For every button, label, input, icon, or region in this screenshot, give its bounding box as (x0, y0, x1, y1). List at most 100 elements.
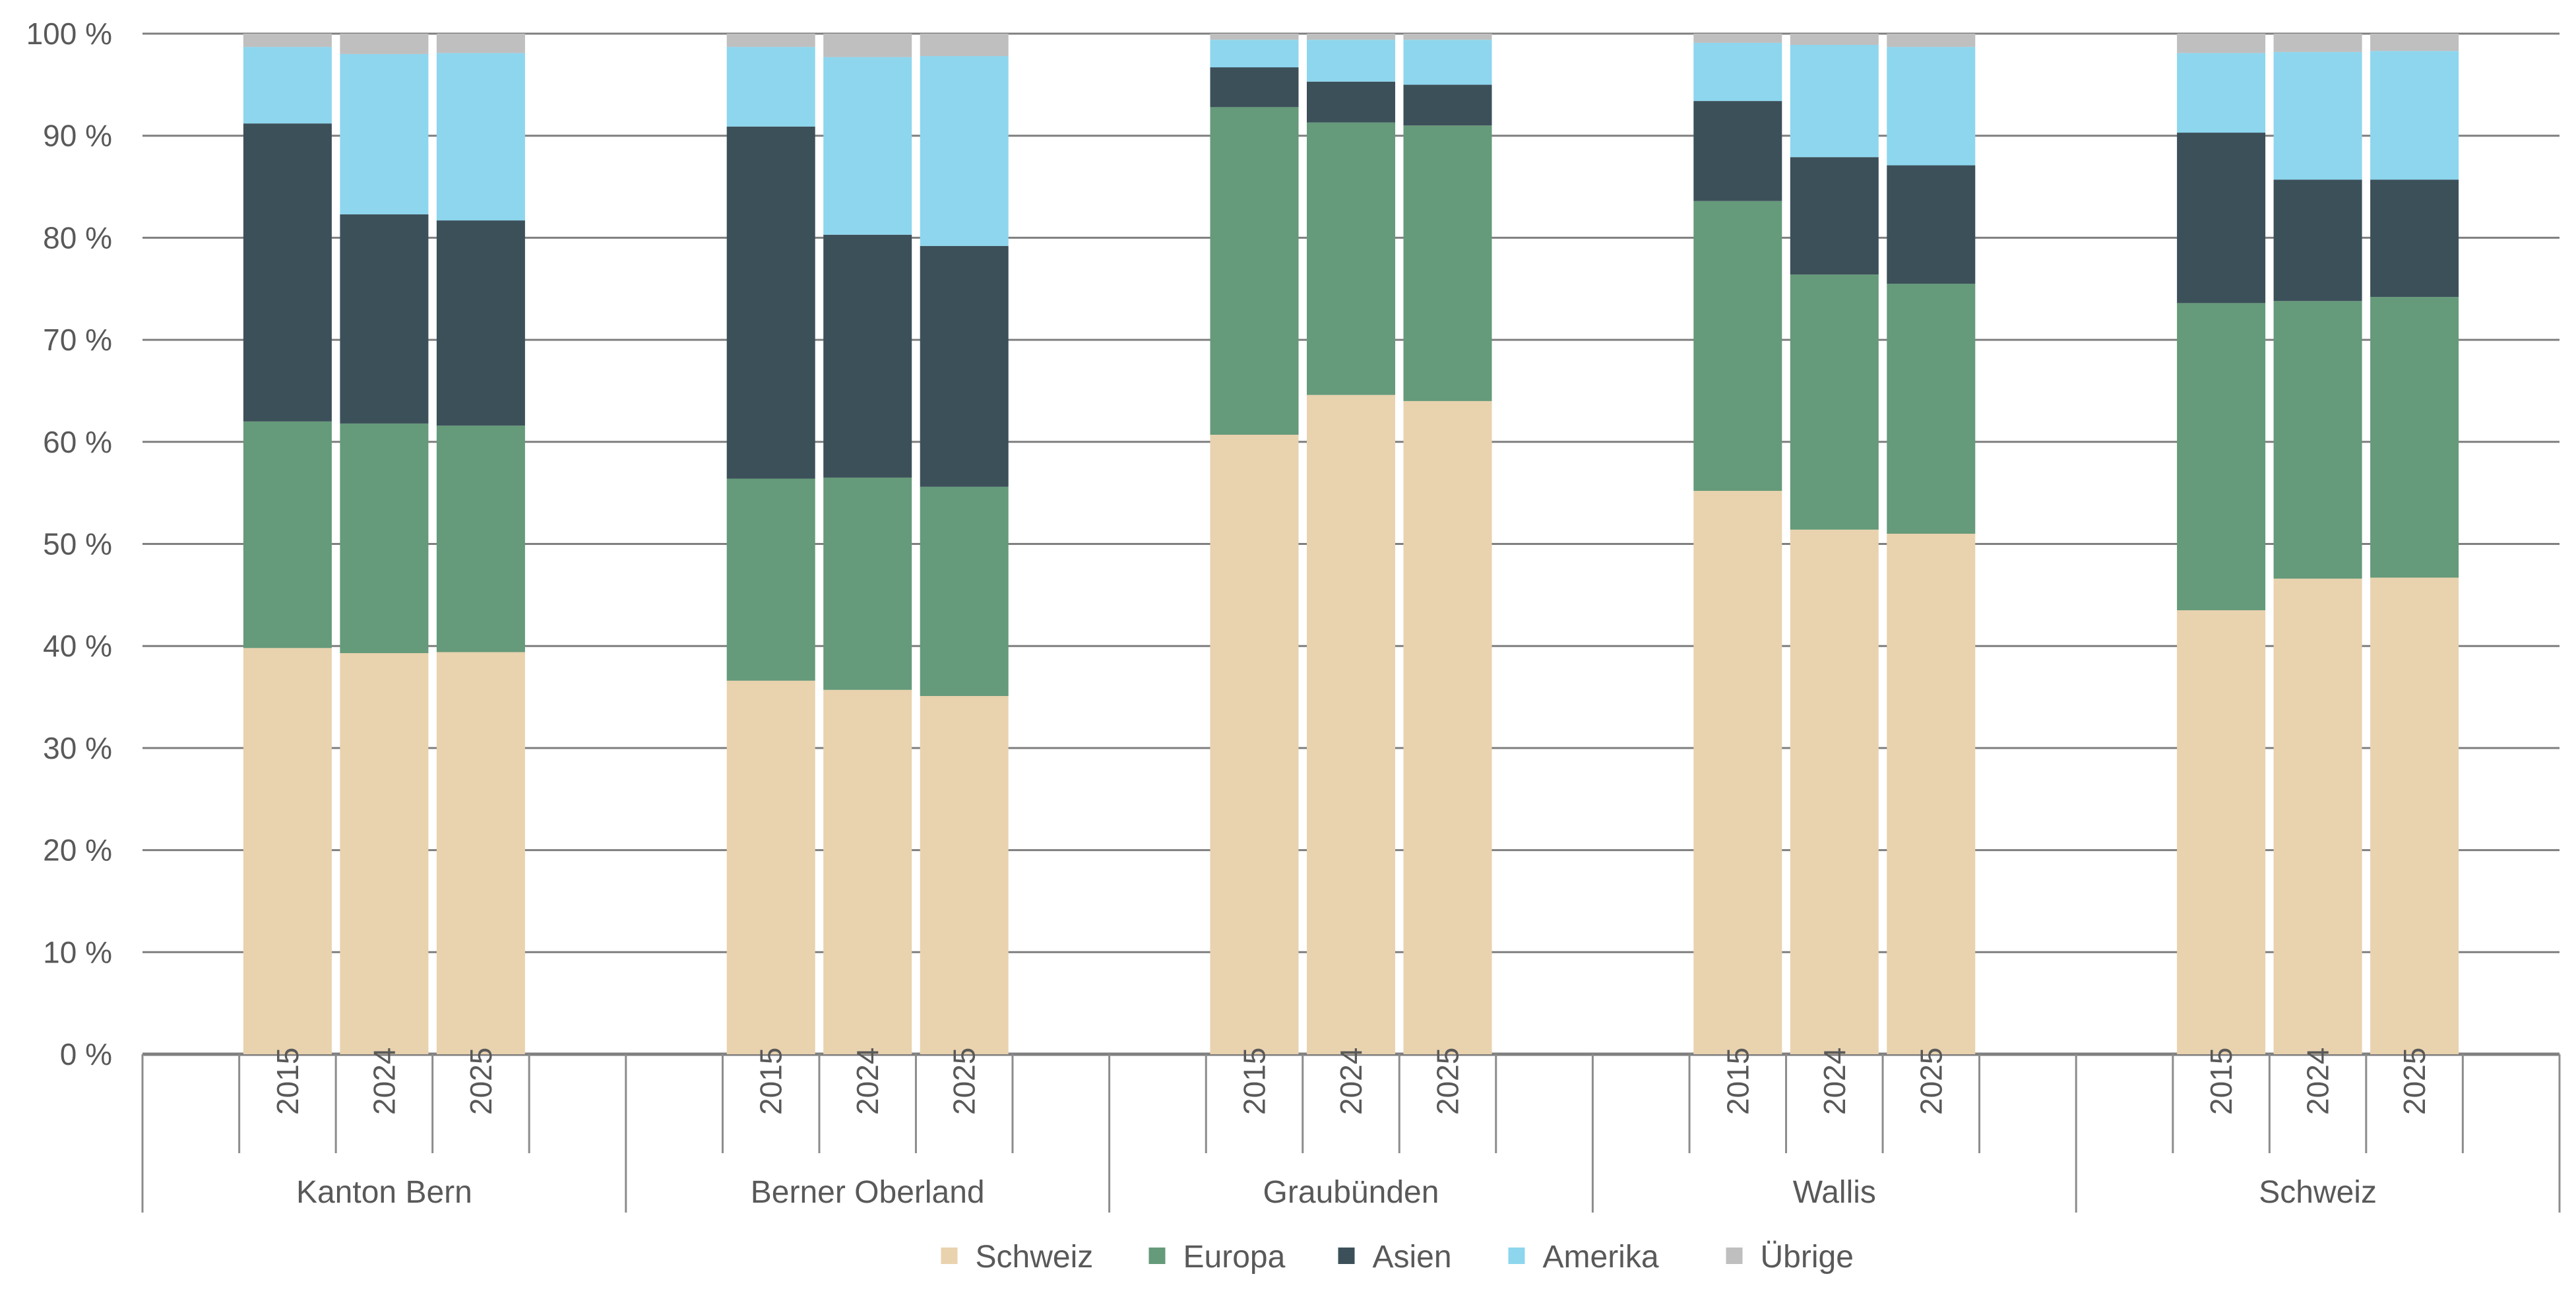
bar-segment-europa (1307, 122, 1395, 395)
y-tick-label: 50 % (43, 527, 112, 561)
bar-segment-amerika (436, 53, 525, 221)
x-tick-label-year: 2015 (754, 1048, 788, 1115)
bar-segment-amerika (1790, 45, 1879, 158)
bar-segment-asien (436, 220, 525, 426)
y-tick-label: 40 % (43, 629, 112, 663)
bar-segment-amerika (1307, 40, 1395, 82)
x-group-label: Wallis (1793, 1175, 1876, 1210)
bar-segment-amerika (2370, 51, 2459, 180)
x-tick-label-year: 2024 (2301, 1048, 2335, 1115)
bar-segment-schweiz (1887, 534, 1976, 1054)
bar-segment-europa (436, 426, 525, 652)
bar-segment-brige (1210, 34, 1299, 40)
bar-segment-europa (1693, 201, 1782, 491)
bar-segment-schweiz (1210, 434, 1299, 1054)
bar-segment-europa (920, 486, 1009, 697)
bar-segment-asien (920, 245, 1009, 487)
legend-label: Schweiz (976, 1240, 1094, 1275)
bar-segment-schweiz (920, 696, 1009, 1054)
y-tick-label: 20 % (43, 833, 112, 868)
y-tick-label: 90 % (43, 119, 112, 153)
bar-segment-europa (1210, 107, 1299, 435)
bar-segment-asien (1403, 84, 1492, 126)
x-tick-label-year: 2025 (1431, 1048, 1465, 1115)
bar-segment-schweiz (1790, 529, 1879, 1054)
bar-segment-schweiz (2370, 577, 2459, 1054)
x-group-label: Graubünden (1263, 1175, 1439, 1210)
x-tick-label-year: 2024 (367, 1048, 401, 1115)
bar-segment-brige (726, 34, 815, 47)
bar-segment-brige (1307, 34, 1395, 40)
bar-segment-asien (2273, 179, 2362, 301)
bar-segment-brige (2273, 34, 2362, 52)
x-tick-label-year: 2024 (1334, 1048, 1368, 1115)
bar-segment-schweiz (1403, 400, 1492, 1054)
bar-segment-asien (1790, 157, 1879, 275)
bar-segment-europa (726, 478, 815, 681)
bar-segment-europa (340, 423, 429, 654)
bar-segment-amerika (1693, 42, 1782, 102)
x-tick-label-year: 2025 (464, 1048, 498, 1115)
bar-segment-europa (823, 477, 912, 690)
bar-segment-brige (1887, 34, 1976, 47)
x-group-label: Kanton Bern (296, 1175, 472, 1210)
bar-segment-schweiz (243, 648, 332, 1054)
y-tick-label: 30 % (43, 731, 112, 765)
x-group-label: Berner Oberland (751, 1175, 985, 1210)
bar-segment-amerika (1403, 40, 1492, 85)
x-tick-label-year: 2015 (1238, 1048, 1272, 1115)
legend-label: Übrige (1761, 1240, 1854, 1275)
x-tick-label-year: 2015 (1720, 1048, 1755, 1115)
legend-label: Asien (1373, 1240, 1452, 1275)
bar-segment-brige (920, 34, 1009, 57)
bar-segment-asien (2370, 179, 2459, 298)
bar-segment-europa (2177, 303, 2266, 611)
bar-segment-schweiz (436, 652, 525, 1054)
bar-segment-asien (1210, 67, 1299, 108)
bar-segment-europa (1403, 125, 1492, 401)
legend-label: Europa (1183, 1240, 1286, 1275)
bar-segment-amerika (340, 53, 429, 214)
y-tick-label: 60 % (43, 425, 112, 459)
bar-segment-brige (243, 34, 332, 47)
bar-segment-asien (823, 234, 912, 478)
bar-segment-brige (2177, 34, 2266, 53)
x-tick-label-year: 2025 (2397, 1048, 2432, 1115)
x-tick-label-year: 2015 (270, 1048, 305, 1115)
bar-segment-amerika (243, 47, 332, 124)
bar-segment-brige (823, 34, 912, 57)
bar-segment-amerika (726, 47, 815, 127)
bars (243, 34, 2459, 1054)
y-tick-label: 100 % (26, 16, 112, 51)
x-group-label: Schweiz (2259, 1175, 2377, 1210)
legend-swatch-europa (1148, 1248, 1166, 1264)
bar-segment-brige (1790, 34, 1879, 46)
bar-segment-asien (1693, 101, 1782, 201)
bar-segment-schweiz (823, 689, 912, 1054)
bar-segment-amerika (1887, 47, 1976, 166)
x-tick-label-year: 2024 (1817, 1048, 1852, 1115)
x-tick-label-year: 2015 (2204, 1048, 2238, 1115)
x-axis: 2015 2024 2025 Kanton Bern 2015 2024 2025 Berne… (141, 1048, 2561, 1213)
bar-segment-asien (243, 123, 332, 422)
bar-segment-asien (726, 126, 815, 479)
bar-segment-asien (340, 214, 429, 424)
bar-segment-europa (2370, 297, 2459, 578)
bar-segment-amerika (2177, 53, 2266, 133)
bar-segment-asien (2177, 133, 2266, 303)
legend: Schweiz Europa Asien Amerika Übrige (941, 1240, 1854, 1275)
bar-segment-brige (2370, 34, 2459, 51)
legend-swatch-amerika (1508, 1248, 1525, 1264)
bar-segment-amerika (1210, 40, 1299, 68)
y-tick-label: 70 % (43, 323, 112, 357)
legend-swatch-brige (1726, 1248, 1743, 1264)
bar-segment-amerika (2273, 51, 2362, 180)
bar-segment-schweiz (1693, 491, 1782, 1054)
y-tick-label: 10 % (43, 935, 112, 969)
y-tick-label: 80 % (43, 220, 112, 255)
bar-segment-schweiz (1307, 395, 1395, 1054)
bar-segment-brige (340, 34, 429, 54)
bar-segment-europa (2273, 301, 2362, 579)
bar-segment-brige (1403, 34, 1492, 40)
